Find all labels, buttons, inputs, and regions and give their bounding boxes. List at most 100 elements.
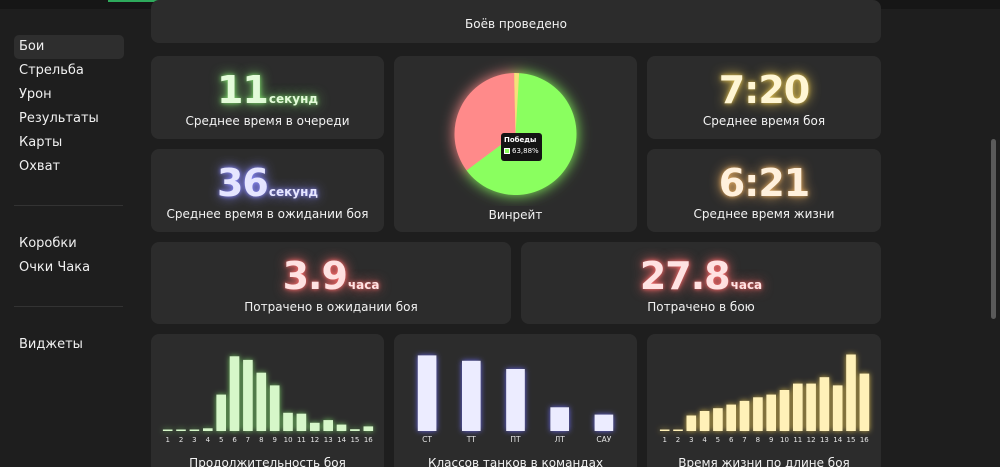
tick-label: 12 <box>310 436 319 444</box>
bar-1 <box>162 429 173 431</box>
bar-1 <box>659 429 670 431</box>
tick-label: 4 <box>702 436 707 444</box>
bar-6 <box>726 404 736 431</box>
wait-time-unit: секунд <box>268 185 319 199</box>
tick-label: 5 <box>219 436 223 444</box>
life-time-caption: Среднее время жизни <box>693 207 835 221</box>
tick-label: 12 <box>807 436 816 444</box>
sidebar-divider <box>14 306 123 307</box>
tick-label: 7 <box>742 436 746 444</box>
battle-time-value: 7:20 <box>647 68 881 112</box>
spent-battle-number: 27.8 <box>639 254 731 298</box>
pie-slice-losses[interactable] <box>454 73 516 171</box>
sidebar: Бои Стрельба Урон Результаты Карты Охват… <box>0 9 140 467</box>
bar-14 <box>336 424 347 431</box>
bar-7 <box>243 359 253 431</box>
pie-slice-draws[interactable] <box>514 73 520 134</box>
queue-time-card: 11секунд Среднее время в очереди <box>151 56 384 139</box>
sidebar-item-maps[interactable]: Карты <box>19 135 63 150</box>
bar-11 <box>296 413 307 431</box>
lifetime-chart-card: 1 2 3 4 5 6 7 8 9 10 11 12 13 14 15 16 Время жизни по д… <box>647 334 881 467</box>
wait-time-caption: Среднее время в ожидании боя <box>166 207 369 221</box>
bar-9 <box>766 394 776 431</box>
bar-3 <box>189 429 200 431</box>
sidebar-item-battles[interactable]: Бои <box>14 35 124 59</box>
queue-time-value: 11секунд <box>151 68 384 112</box>
spent-waiting-number: 3.9 <box>282 254 348 298</box>
winrate-pie-chart[interactable] <box>394 56 637 206</box>
tick-label: 1 <box>662 436 666 444</box>
tooltip-value: 63,88% <box>512 147 539 155</box>
spent-battle-card: 27.8часа Потрачено в бою <box>521 242 881 324</box>
spent-battle-value: 27.8часа <box>521 254 881 298</box>
tick-label: 13 <box>324 436 333 444</box>
tick-label: 1 <box>165 436 169 444</box>
sidebar-item-damage[interactable]: Урон <box>19 87 52 102</box>
tick-label: 15 <box>847 436 856 444</box>
bar-5 <box>216 394 226 431</box>
spent-waiting-value: 3.9часа <box>151 254 511 298</box>
spent-waiting-caption: Потрачено в ожидании боя <box>244 300 418 314</box>
sidebar-item-chuck-points[interactable]: Очки Чака <box>19 260 91 275</box>
bar-ТТ <box>462 360 481 431</box>
battles-played-caption: Боёв проведено <box>465 17 567 31</box>
bar-14 <box>832 385 843 431</box>
battle-time-card: 7:20 Среднее время боя <box>647 56 881 139</box>
tick-label: 7 <box>246 436 250 444</box>
wait-time-number: 36 <box>216 161 269 205</box>
bar-8 <box>753 397 763 431</box>
bar-2 <box>673 429 683 431</box>
scrollbar[interactable] <box>986 9 1000 467</box>
tick-label: ЛТ <box>555 435 566 444</box>
bar-8 <box>256 372 267 431</box>
sidebar-item-shooting[interactable]: Стрельба <box>19 63 84 78</box>
sidebar-item-boxes[interactable]: Коробки <box>19 236 77 251</box>
tick-label: 10 <box>284 436 293 444</box>
sidebar-divider <box>14 205 123 206</box>
battle-time-caption: Среднее время боя <box>702 114 826 128</box>
tick-label: 16 <box>364 436 373 444</box>
duration-chart-caption: Продолжительность боя <box>189 456 346 467</box>
tick-label: 8 <box>259 436 263 444</box>
tick-label: 11 <box>793 436 802 444</box>
winrate-caption: Винрейт <box>488 208 543 222</box>
queue-time-number: 11 <box>216 68 269 112</box>
bar-16 <box>859 373 870 431</box>
tick-label: 8 <box>756 436 760 444</box>
bar-9 <box>269 385 280 431</box>
bar-15 <box>350 429 360 431</box>
tick-label: 6 <box>729 436 734 444</box>
battle-time-number: 7:20 <box>718 68 811 112</box>
tick-label: САУ <box>596 435 611 444</box>
sidebar-item-widgets[interactable]: Виджеты <box>19 337 83 352</box>
duration-bar-chart: 1 2 3 4 5 6 7 8 9 10 11 12 13 14 15 16 <box>162 356 374 444</box>
bar-12 <box>806 383 816 431</box>
tick-label: 6 <box>232 436 237 444</box>
classes-bar-chart: СТ ТТ ПТ ЛТ САУ <box>417 355 614 444</box>
bar-12 <box>310 422 320 431</box>
bar-ЛТ <box>550 407 569 431</box>
queue-time-unit: секунд <box>268 92 319 106</box>
spent-battle-unit: часа <box>730 278 763 292</box>
bar-16 <box>363 426 374 431</box>
tick-label: 2 <box>676 436 680 444</box>
sidebar-item-results[interactable]: Результаты <box>19 111 99 126</box>
tooltip-swatch <box>504 148 510 154</box>
tooltip-row: 63,88% <box>504 146 539 157</box>
duration-chart-card: 1 2 3 4 5 6 7 8 9 10 11 12 13 14 15 16 Продолжительност… <box>151 334 384 467</box>
tick-label: 16 <box>860 436 869 444</box>
sidebar-item-coverage[interactable]: Охват <box>19 159 61 174</box>
bar-15 <box>846 354 856 431</box>
tick-label: ПТ <box>510 435 521 444</box>
bar-4 <box>699 411 710 431</box>
classes-chart-caption: Классов танков в командах <box>427 456 604 467</box>
spent-waiting-unit: часа <box>347 278 380 292</box>
bar-7 <box>739 400 750 431</box>
tick-label: 13 <box>820 436 829 444</box>
scrollbar-thumb[interactable] <box>991 139 996 319</box>
tick-label: 10 <box>780 436 789 444</box>
life-time-number: 6:21 <box>718 161 811 205</box>
tick-label: 14 <box>337 436 346 444</box>
tick-label: 9 <box>769 436 773 444</box>
tick-label: 14 <box>833 436 842 444</box>
